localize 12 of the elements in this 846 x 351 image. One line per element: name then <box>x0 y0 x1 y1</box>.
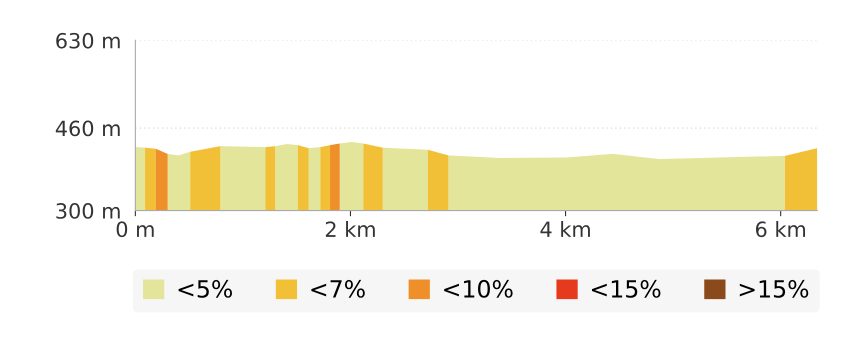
x-tick-label: 4 km <box>540 221 590 237</box>
y-tick-label: 630 m <box>56 32 120 49</box>
y-tick-label: 300 m <box>56 203 120 219</box>
y-tick-label: 460 m <box>56 120 120 136</box>
x-tick-label: 0 m <box>116 221 154 238</box>
x-tick-label: 2 km <box>326 221 375 237</box>
legend-label: <15% <box>592 280 660 298</box>
legend-label: >15% <box>740 280 808 298</box>
legend-label: <7% <box>311 280 365 298</box>
x-tick-label: 6 km <box>756 221 806 238</box>
legend-label: <5% <box>178 280 232 298</box>
legend-label: <10% <box>444 280 513 298</box>
